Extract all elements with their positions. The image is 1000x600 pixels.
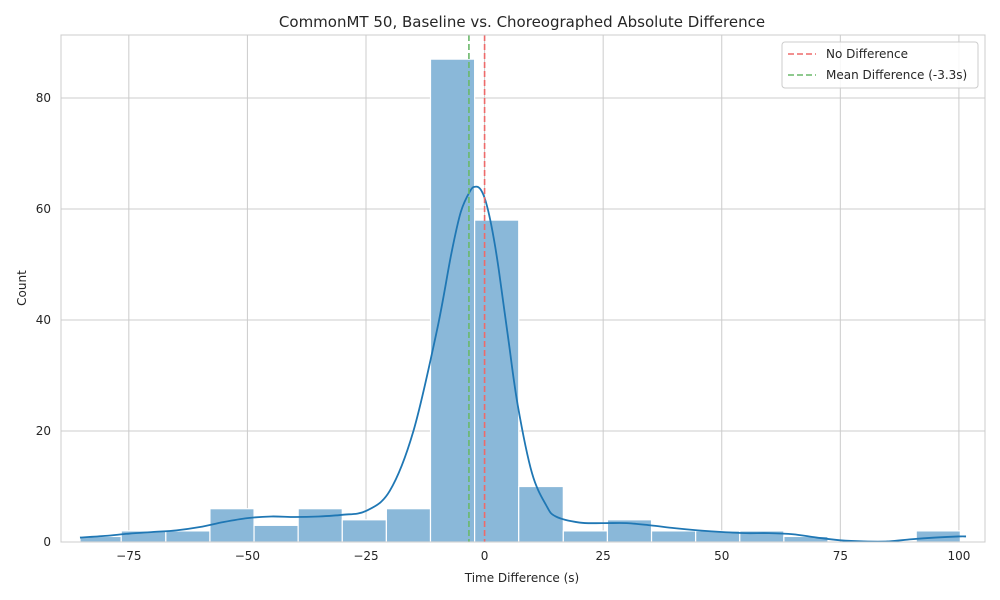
histogram-bar	[253, 524, 299, 543]
histogram-bar	[474, 219, 520, 543]
reference-lines-layer	[468, 35, 486, 542]
legend: No Difference Mean Difference (-3.3s)	[781, 41, 979, 89]
x-tick-labels: −75 −50 −25 0 25 50 75 100	[116, 549, 970, 563]
y-tick-label: 60	[36, 202, 51, 216]
x-tick-label: 25	[596, 549, 611, 563]
legend-label: Mean Difference (-3.3s)	[826, 68, 967, 82]
kde-layer	[79, 185, 967, 543]
y-tick-labels: 0 20 40 60 80	[36, 91, 51, 549]
y-tick-label: 0	[43, 535, 51, 549]
histogram-bar	[429, 58, 476, 543]
bars-layer	[79, 58, 961, 543]
histogram-bar	[297, 508, 343, 543]
histogram-bar	[650, 530, 697, 543]
x-tick-label: −75	[116, 549, 141, 563]
histogram-bar	[165, 530, 211, 543]
legend-label: No Difference	[826, 47, 908, 61]
histogram-bar	[385, 508, 432, 543]
x-tick-label: −50	[235, 549, 260, 563]
histogram-bar	[341, 519, 387, 543]
x-axis-label: Time Difference (s)	[464, 571, 579, 585]
legend-box	[781, 41, 979, 89]
x-tick-label: 100	[947, 549, 970, 563]
histogram-bar	[209, 508, 255, 543]
chart-title: CommonMT 50, Baseline vs. Choreographed …	[279, 13, 765, 31]
y-tick-label: 40	[36, 313, 51, 327]
x-tick-label: −25	[353, 549, 378, 563]
axes-frame	[60, 34, 986, 543]
x-tick-label: 75	[833, 549, 848, 563]
kde-curve	[79, 185, 967, 543]
x-tick-label: 0	[481, 549, 489, 563]
histogram-bar	[562, 530, 609, 543]
y-tick-label: 80	[36, 91, 51, 105]
y-axis-label: Count	[15, 270, 29, 306]
x-tick-label: 50	[714, 549, 729, 563]
y-tick-label: 20	[36, 424, 51, 438]
